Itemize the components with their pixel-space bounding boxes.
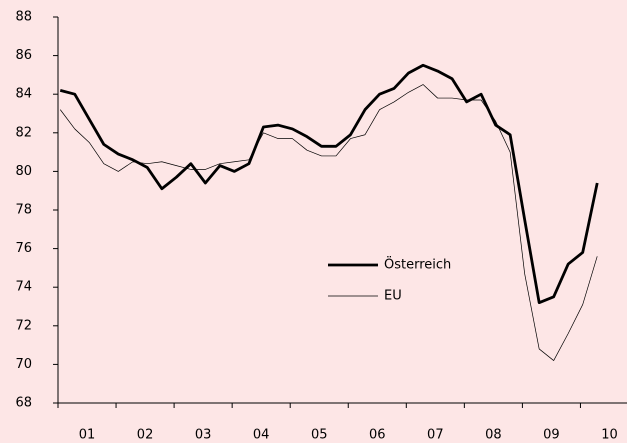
y-tick-label: 86 <box>15 48 32 63</box>
x-tick-label: 05 <box>311 428 328 443</box>
x-tick-label: 03 <box>195 428 212 443</box>
series-line <box>59 63 599 305</box>
y-tick-label: 74 <box>15 280 32 295</box>
x-tick-label: 04 <box>253 428 270 443</box>
y-tick-label: 70 <box>15 357 32 372</box>
y-tick-label: 68 <box>15 396 32 411</box>
x-tick-label: 07 <box>427 428 444 443</box>
x-tick-label: 06 <box>369 428 386 443</box>
y-tick-label: 88 <box>15 10 32 25</box>
x-tick-label: 09 <box>543 428 560 443</box>
y-tick-label: 84 <box>15 87 32 102</box>
x-tick-label: 02 <box>137 428 154 443</box>
y-tick-label: 82 <box>15 125 32 140</box>
legend-label: Österreich <box>384 256 451 273</box>
y-tick-label: 72 <box>15 318 32 333</box>
y-tick-label: 78 <box>15 203 32 218</box>
y-tick-label: 76 <box>15 241 32 256</box>
legend-label: EU <box>384 289 402 304</box>
y-tick-label: 80 <box>15 164 32 179</box>
series-line <box>59 84 598 361</box>
x-tick-label: 10 <box>601 428 618 443</box>
x-tick-label: 08 <box>485 428 502 443</box>
x-tick-label: 01 <box>79 428 96 443</box>
